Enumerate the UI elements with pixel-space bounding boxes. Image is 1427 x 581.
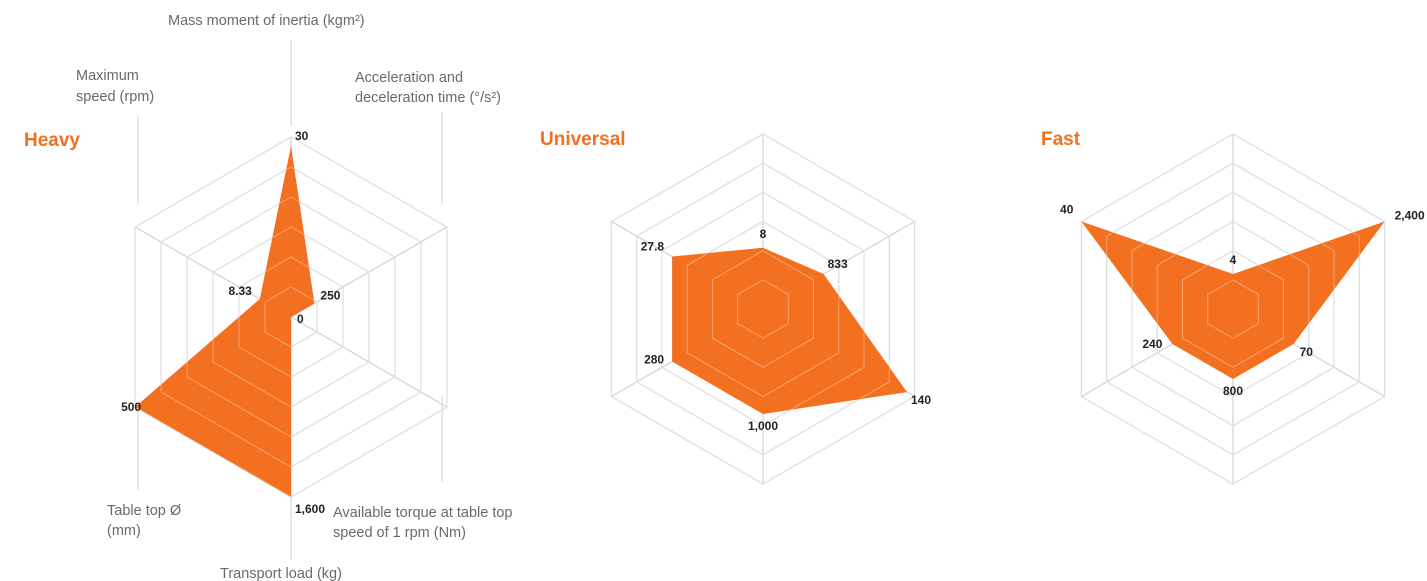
axis-label-table-top-line2: (mm) [107,523,141,539]
grid-ring-overlay [186,196,396,438]
axis-label-max-speed-line2: speed (rpm) [76,89,154,105]
chart-title: Fast [1041,129,1081,150]
axis-label-acceleration-line2: deceleration time (°/s²) [355,90,501,106]
radar-chart-heavy: Heavy 30 250 0 1,600 500 8.33 [24,129,448,516]
value-label: 4 [1230,253,1237,267]
axis-label-mass-moment: Mass moment of inertia (kgm²) [168,13,365,29]
value-label: 500 [121,400,141,414]
value-label: 0 [297,312,304,326]
axis-label-torque-line2: speed of 1 rpm (Nm) [333,525,466,541]
value-label: 30 [295,129,309,143]
radar-chart-universal: Universal 8 833 140 1,000 280 27.8 [540,129,931,485]
chart-title: Universal [540,129,626,150]
grid-ring-overlay [1156,220,1310,398]
value-label: 1,600 [295,502,325,516]
value-label: 70 [1300,345,1314,359]
grid-ring-overlay [1182,250,1284,368]
value-label: 8 [760,227,767,241]
grid-ring-overlay [238,256,344,378]
value-label: 140 [911,393,931,407]
value-label: 40 [1060,203,1074,217]
value-label: 240 [1142,337,1162,351]
grid-ring-overlay [1106,162,1360,456]
grid-ring-overlay [1207,279,1259,339]
axis-label-max-speed-line1: Maximum [76,68,139,84]
chart-title: Heavy [24,130,80,151]
value-label: 250 [320,289,340,303]
grid-ring-overlay [134,136,448,498]
grid-spoke [290,316,448,408]
axis-label-transport: Transport load (kg) [220,566,342,581]
grid-ring-overlay [212,226,370,408]
axis-label-torque-line1: Available torque at table top [333,505,513,521]
grid-ring-overlay [264,286,318,348]
value-label: 8.33 [228,284,252,298]
data-area [1081,221,1385,379]
data-area [135,146,315,497]
axis-label-acceleration-line1: Acceleration and [355,70,463,86]
radar-chart-fast: Fast 4 2,400 70 800 240 40 [1041,129,1425,485]
grid-spoke [290,226,448,318]
charts-layer: Heavy 30 250 0 1,600 500 8.33 Universal 8 833 140 1… [24,129,1425,516]
value-label: 833 [828,257,848,271]
grid-ring-overlay [737,279,789,339]
value-label: 1,000 [748,419,778,433]
grid-ring-overlay [1080,133,1386,485]
grid-ring-overlay [610,133,916,485]
grid-ring-overlay [686,220,840,398]
value-label: 800 [1223,384,1243,398]
grid-ring-overlay [661,191,865,427]
heavy-axis-labels: Mass moment of inertia (kgm²) Accelerati… [76,13,513,581]
value-label: 27.8 [641,240,665,254]
grid-ring-overlay [712,250,814,368]
data-area [672,247,907,414]
value-label: 2,400 [1395,209,1425,223]
value-label: 280 [644,353,664,367]
grid-ring-overlay [636,162,890,456]
grid-ring-overlay [1131,191,1335,427]
axis-label-table-top-line1: Table top Ø [107,503,181,519]
grid-ring-overlay [160,166,422,468]
